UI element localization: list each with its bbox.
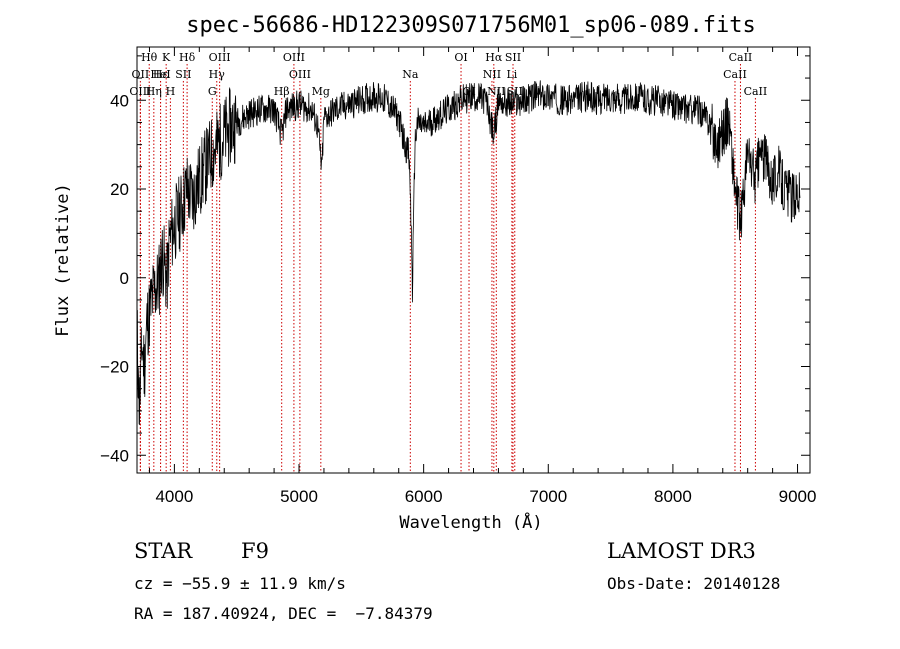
redshift-readout: cz = −55.9 ± 11.9 km/s xyxy=(134,574,346,593)
y-tick-label: 20 xyxy=(110,180,129,199)
line-label: G xyxy=(208,85,217,98)
line-label: CaII xyxy=(729,51,753,64)
x-tick-label: 4000 xyxy=(155,487,193,506)
line-label: SII xyxy=(505,51,521,64)
line-label: Hβ xyxy=(274,85,290,98)
object-class: STAR xyxy=(134,539,193,563)
line-label: OIII xyxy=(209,51,231,64)
object-subclass: F9 xyxy=(241,539,269,563)
line-label: Hγ xyxy=(209,68,226,81)
line-label: Hθ xyxy=(141,51,158,64)
line-label: OI xyxy=(454,51,467,64)
line-label: OIII xyxy=(283,51,305,64)
x-axis-ticks: 4000 5000 6000 7000 8000 9000 xyxy=(148,47,817,506)
line-label: Mg xyxy=(312,85,330,98)
line-label: OII xyxy=(132,68,150,81)
line-label: Li xyxy=(506,68,517,81)
observation-date: Obs-Date: 20140128 xyxy=(607,574,781,593)
line-label: OIII xyxy=(129,85,151,98)
line-label: Hη xyxy=(146,85,162,98)
chart-title: spec-56686-HD122309S071756M01_sp06-089.f… xyxy=(186,13,756,38)
x-axis-label: Wavelength (Å) xyxy=(399,511,542,533)
y-tick-label: −20 xyxy=(100,358,129,377)
x-tick-label: 5000 xyxy=(280,487,318,506)
line-label: CaII xyxy=(723,68,747,81)
coordinates-readout: RA = 187.40924, DEC = −7.84379 xyxy=(134,604,433,623)
survey-name: LAMOST DR3 xyxy=(607,539,756,563)
line-label: SII xyxy=(175,68,191,81)
emission-line-labels: HθOIIOIIIHεHηKHeIHHδSIIOIIIHγGOIIIOIIIHβ… xyxy=(129,51,767,98)
line-label: NII xyxy=(483,68,501,81)
line-label: Na xyxy=(402,68,419,81)
x-tick-label: 7000 xyxy=(529,487,567,506)
line-label: Hε xyxy=(153,68,169,81)
spectrum-line xyxy=(136,80,801,425)
y-tick-label: 40 xyxy=(110,91,129,110)
line-label: NII xyxy=(487,85,505,98)
line-label: K xyxy=(162,51,171,64)
line-label: Hδ xyxy=(179,51,196,64)
y-tick-label: 0 xyxy=(120,269,129,288)
y-tick-label: −40 xyxy=(100,446,129,465)
line-label: HeI xyxy=(150,68,170,81)
x-tick-label: 9000 xyxy=(779,487,817,506)
x-tick-label: 8000 xyxy=(654,487,692,506)
x-tick-label: 6000 xyxy=(405,487,443,506)
y-axis-ticks: −40 −20 0 20 40 xyxy=(100,55,810,465)
line-label: Hα xyxy=(485,51,503,64)
line-label: OIII xyxy=(289,68,311,81)
line-label: CaII xyxy=(744,85,768,98)
y-axis-label: Flux (relative) xyxy=(53,183,73,337)
line-label: H xyxy=(166,85,176,98)
